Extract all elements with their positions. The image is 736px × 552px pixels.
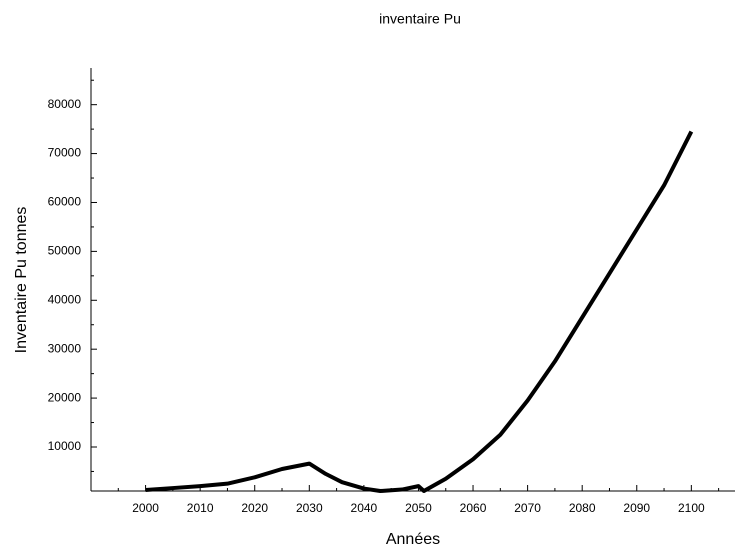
y-tick-label: 20000	[48, 390, 82, 404]
x-tick-label: 2100	[678, 501, 705, 515]
y-tick-label: 70000	[48, 146, 82, 160]
y-axis-label: Inventaire Pu tonnes	[13, 207, 30, 354]
chart-title: inventaire Pu	[379, 11, 461, 27]
x-tick-label: 2060	[460, 501, 487, 515]
x-tick-label: 2000	[132, 501, 159, 515]
x-tick-label: 2080	[569, 501, 596, 515]
x-tick-label: 2010	[187, 501, 214, 515]
line-series	[145, 130, 694, 493]
y-tick-label: 10000	[48, 439, 82, 453]
x-tick-label: 2070	[514, 501, 541, 515]
x-tick-label: 2040	[351, 501, 378, 515]
x-tick-label: 2050	[405, 501, 432, 515]
y-tick-label: 40000	[48, 292, 82, 306]
x-tick-label: 2090	[623, 501, 650, 515]
y-tick-label: 60000	[48, 195, 82, 209]
x-tick-label: 2020	[241, 501, 268, 515]
y-tick-label: 50000	[48, 244, 82, 258]
y-tick-label: 80000	[48, 97, 82, 111]
x-axis-label: Années	[386, 531, 440, 548]
y-tick-label: 30000	[48, 341, 82, 355]
x-tick-label: 2030	[296, 501, 323, 515]
